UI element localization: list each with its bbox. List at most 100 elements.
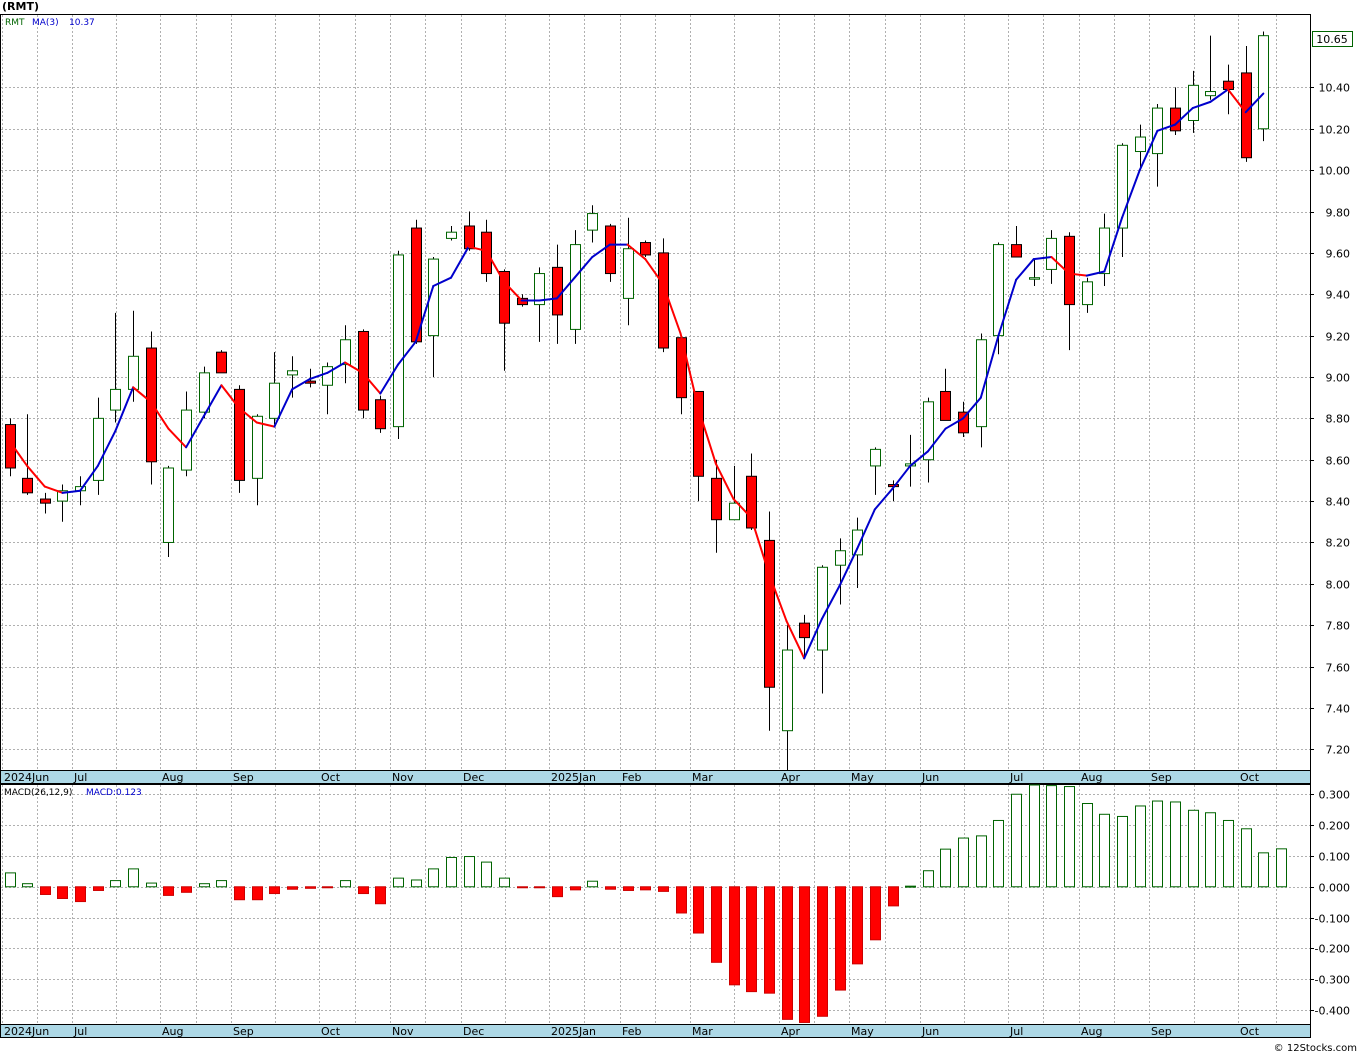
- price-tick-label: 7.40: [1326, 703, 1351, 716]
- price-date-label: Jul: [73, 771, 87, 784]
- macd-bar: [411, 879, 422, 888]
- macd-date-label: Nov: [392, 1025, 414, 1038]
- candle-up: [1099, 213, 1110, 286]
- macd-bar: [1029, 784, 1040, 888]
- macd-bar: [234, 886, 245, 901]
- ma3-segment: [167, 427, 188, 449]
- candle-down: [40, 492, 51, 514]
- ma3-segment: [361, 371, 382, 395]
- macd-legend-label: MACD(26,12,9): [4, 788, 72, 798]
- macd-legend-value: MACD:0.123: [86, 788, 142, 798]
- candle-body: [1223, 80, 1234, 90]
- candle-body: [587, 213, 598, 231]
- candlesticks: [5, 31, 1269, 770]
- macd-tick-label: -0.300: [1315, 974, 1350, 987]
- candle-body: [411, 227, 422, 343]
- macd-bar: [481, 861, 492, 888]
- candle-down: [464, 211, 475, 251]
- candle-down: [1011, 225, 1022, 258]
- macd-bar: [393, 877, 404, 888]
- macd-date-label: Oct: [1240, 1025, 1260, 1038]
- ma3-segment: [1227, 88, 1247, 114]
- candle-up: [1117, 143, 1128, 258]
- candle-down: [216, 350, 227, 374]
- macd-date-label: Sep: [1151, 1025, 1172, 1038]
- price-date-label: May: [851, 771, 874, 784]
- macd-bar: [163, 886, 174, 896]
- candle-body: [234, 388, 245, 481]
- macd-bar: [446, 856, 457, 888]
- price-tick-label: 8.60: [1326, 455, 1351, 468]
- price-y-axis: 10.40 10.20 10.00 9.80 9.60 9.40 9.20 9.00 8.80 8…: [1310, 82, 1350, 757]
- candle-body: [746, 475, 757, 529]
- candle-down: [1241, 46, 1252, 162]
- price-tick-label: 7.60: [1326, 662, 1351, 675]
- candle-down: [1064, 232, 1075, 351]
- candle-down: [5, 418, 16, 477]
- macd-bar: [640, 886, 651, 891]
- macd-bar: [835, 886, 846, 991]
- candle-body: [958, 411, 969, 434]
- ma3-segment: [997, 278, 1018, 337]
- candle-body: [93, 417, 104, 481]
- macd-bar: [93, 886, 104, 891]
- ma3-segment: [873, 487, 894, 511]
- candle-down: [764, 511, 775, 731]
- macd-bar: [1258, 852, 1269, 888]
- price-tick-label: 7.20: [1326, 744, 1351, 757]
- macd-bar: [216, 880, 227, 888]
- macd-bar: [199, 883, 210, 888]
- candle-up: [340, 325, 351, 384]
- candle-down: [605, 223, 616, 282]
- ma3-segment: [1103, 216, 1124, 273]
- ma3-segment: [1068, 272, 1088, 277]
- macd-bar: [375, 886, 386, 905]
- ma3-segment: [820, 584, 841, 620]
- ma3-segment: [1244, 92, 1265, 114]
- candle-up: [534, 267, 545, 342]
- candle-body: [534, 273, 545, 306]
- ma3-segment: [8, 440, 29, 467]
- macd-date-label: Apr: [781, 1025, 801, 1038]
- ma3-line: [8, 88, 1265, 660]
- legend-symbol: RMT: [5, 18, 25, 28]
- candle-up: [269, 352, 280, 425]
- macd-bar: [340, 880, 351, 888]
- macd-date-label: 2025Jan: [551, 1025, 596, 1038]
- macd-y-axis: 0.300 0.200 0.100 0.000 -0.100 -0.200 -0.300 -0…: [1310, 789, 1350, 1018]
- ma3-segment: [379, 363, 400, 395]
- ma3-segment: [485, 249, 505, 283]
- candle-up: [852, 517, 863, 588]
- macd-bar: [75, 886, 86, 903]
- candle-body: [375, 399, 386, 430]
- ma3-segment: [1191, 100, 1212, 110]
- candle-up: [1135, 124, 1146, 171]
- price-date-label: Sep: [233, 771, 254, 784]
- ma3-segment: [1050, 256, 1071, 275]
- candle-up: [570, 230, 581, 344]
- ma3-segment: [1121, 169, 1141, 219]
- candle-body: [835, 550, 846, 566]
- macd-date-label: Dec: [463, 1025, 484, 1038]
- macd-x-axis: 2024Jun Jul Aug Sep Oct Nov Dec 2025Jan Feb Mar Ap…: [4, 1025, 1260, 1038]
- ma3-segment: [414, 284, 435, 343]
- ma3-segment: [220, 384, 241, 410]
- macd-bar: [146, 882, 157, 888]
- ma3-segment: [979, 334, 1000, 399]
- price-tick-label: 10.00: [1319, 165, 1351, 178]
- ma3-segment: [1138, 129, 1159, 172]
- ma3-segment: [555, 276, 576, 300]
- macd-bar: [799, 886, 810, 1023]
- candle-body: [464, 225, 475, 250]
- ma3-segment: [1209, 88, 1230, 103]
- macd-bar: [517, 886, 528, 889]
- candle-body: [517, 297, 528, 306]
- macd-bar: [287, 886, 298, 890]
- candle-up: [181, 391, 192, 477]
- macd-bar: [1223, 819, 1234, 888]
- candle-up: [817, 565, 828, 694]
- macd-bar: [1117, 815, 1128, 888]
- candle-body: [322, 366, 333, 386]
- candle-body: [499, 270, 510, 324]
- candle-body: [1170, 107, 1181, 132]
